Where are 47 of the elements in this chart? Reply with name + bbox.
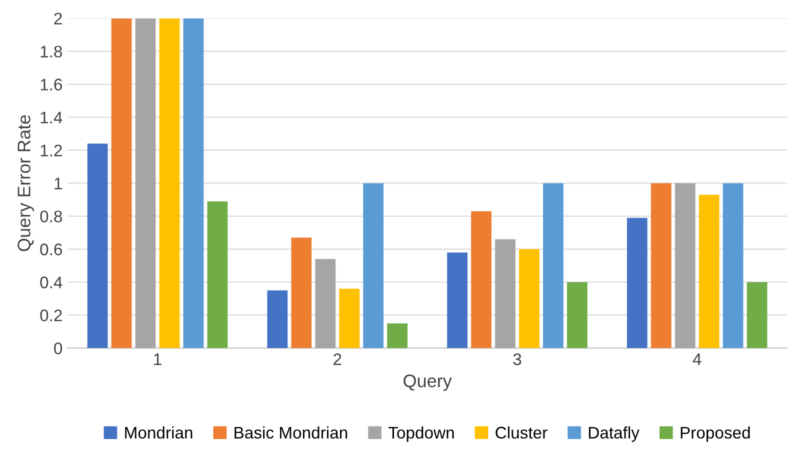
legend-label: Datafly	[588, 426, 640, 442]
y-tick-label: 0.2	[40, 310, 62, 322]
bar	[207, 201, 228, 348]
bar	[135, 18, 156, 348]
bar	[650, 183, 672, 348]
y-tick-label: 1.2	[40, 144, 62, 156]
bar	[159, 18, 180, 348]
bar	[471, 211, 492, 348]
y-tick-label: 1.4	[40, 112, 62, 124]
x-tick-label: 4	[692, 354, 702, 366]
bar	[722, 183, 744, 348]
bar	[267, 290, 288, 348]
y-tick-label: 0.6	[40, 244, 62, 256]
y-tick-label: 1.8	[40, 46, 62, 58]
bar	[543, 183, 564, 348]
bar	[626, 218, 648, 348]
y-tick-label: 1	[54, 178, 62, 190]
legend-label: Proposed	[680, 426, 750, 442]
y-tick-label: 0	[54, 342, 62, 354]
y-tick-label: 0.8	[40, 210, 62, 222]
legend-label: Topdown	[388, 426, 454, 442]
y-tick-label: 2	[54, 12, 62, 24]
legend-label: Basic Mondrian	[234, 426, 348, 439]
legend-label: Cluster	[496, 426, 548, 439]
x-tick-label: 2	[334, 353, 342, 366]
x-tick-label: 1	[154, 354, 162, 366]
bar	[519, 249, 540, 348]
bar	[183, 18, 204, 348]
bar	[567, 282, 588, 348]
x-tick-label: 3	[513, 353, 522, 366]
x-axis-title: Query	[404, 374, 452, 391]
bar	[87, 144, 108, 348]
bar	[387, 323, 408, 348]
y-tick-label: 0.4	[40, 276, 62, 288]
bar	[447, 252, 468, 348]
bar	[698, 194, 720, 348]
legend-label: Mondrian	[125, 426, 192, 439]
y-tick-label: 1.6	[40, 78, 62, 90]
bar	[339, 288, 360, 348]
bar	[495, 239, 516, 348]
y-axis-title: Query Error Rate	[18, 115, 34, 252]
bar	[111, 18, 132, 348]
bar	[674, 183, 696, 348]
bar	[315, 259, 336, 348]
bar	[363, 183, 384, 348]
bar	[746, 282, 768, 348]
bar	[291, 238, 312, 348]
